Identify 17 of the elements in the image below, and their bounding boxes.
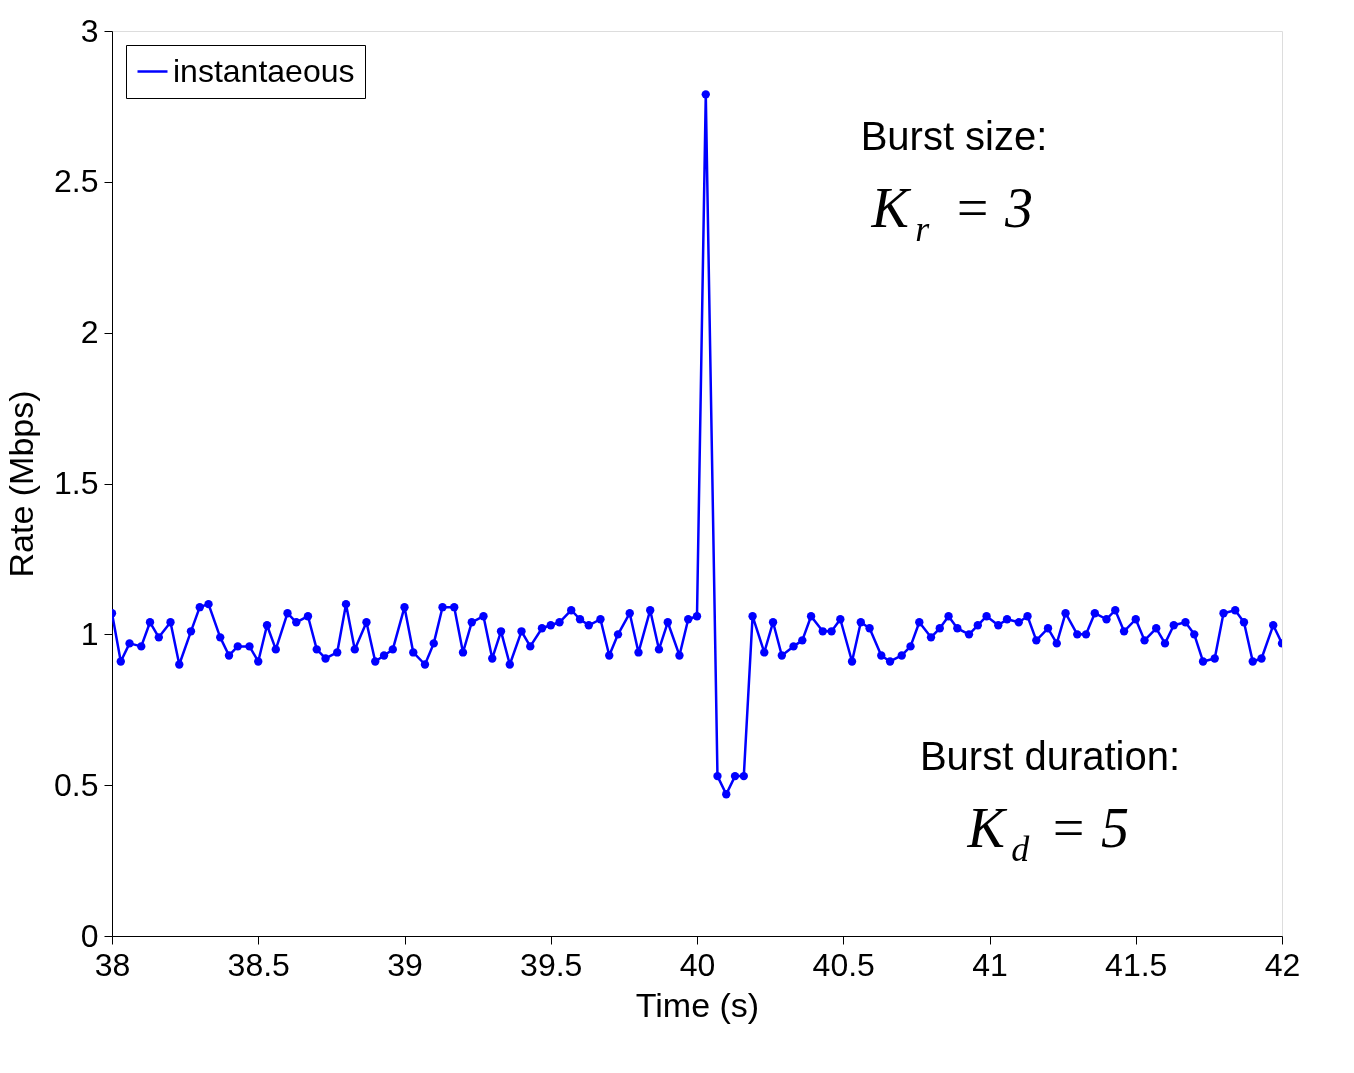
- x-tick-label: 42: [1264, 946, 1301, 983]
- y-tick-label: 0.5: [54, 766, 99, 803]
- x-tick-label: 40: [679, 946, 716, 983]
- y-tick-label: 2: [80, 314, 99, 351]
- x-tick-label: 41: [972, 946, 1008, 983]
- y-tick-label: 1.5: [54, 465, 99, 501]
- x-tick-label: 38.5: [227, 946, 290, 983]
- x-axis-title: Time (s): [635, 985, 760, 1024]
- x-tick-label: 41.5: [1105, 946, 1168, 983]
- x-tick-label: 40.5: [812, 946, 875, 983]
- y-tick-label: 2.5: [54, 163, 99, 200]
- legend-label: instantaeous: [173, 52, 355, 89]
- x-tick-label: 39: [387, 946, 423, 983]
- x-tick-label: 39.5: [520, 946, 583, 983]
- y-tick-label: 3: [80, 12, 99, 49]
- y-axis-title: Rate (Mbps): [2, 390, 41, 578]
- y-tick-label: 1: [80, 615, 99, 652]
